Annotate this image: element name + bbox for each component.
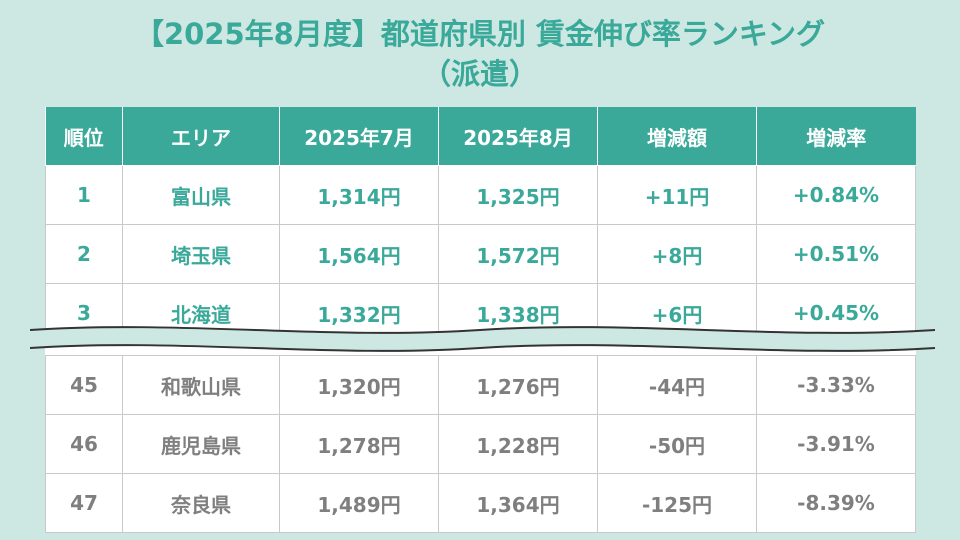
august-cell: 1,572円 xyxy=(438,224,598,284)
diff-cell: -50円 xyxy=(597,414,757,474)
table-row: 1 富山県 1,314円 1,325円 +11円 +0.84% xyxy=(45,165,916,225)
header-rank: 順位 xyxy=(45,107,123,166)
header-july: 2025年7月 xyxy=(279,107,439,166)
july-cell: 1,314円 xyxy=(279,165,439,225)
rate-cell: -3.33% xyxy=(756,355,916,415)
header-area: エリア xyxy=(122,107,280,166)
july-cell: 1,564円 xyxy=(279,224,439,284)
header-august: 2025年8月 xyxy=(438,107,598,166)
diff-cell: -125円 xyxy=(597,473,757,533)
table-header-row: 順位 エリア 2025年7月 2025年8月 増減額 増減率 xyxy=(45,107,916,166)
diff-cell: +11円 xyxy=(597,165,757,225)
diff-cell: +8円 xyxy=(597,224,757,284)
header-diff: 増減額 xyxy=(597,107,757,166)
area-cell: 富山県 xyxy=(122,165,280,225)
area-cell: 奈良県 xyxy=(122,473,280,533)
rate-cell: -8.39% xyxy=(756,473,916,533)
july-cell: 1,278円 xyxy=(279,414,439,474)
wave-line-upper xyxy=(30,326,935,334)
table-row: 2 埼玉県 1,564円 1,572円 +8円 +0.51% xyxy=(45,224,916,284)
table-row: 46 鹿児島県 1,278円 1,228円 -50円 -3.91% xyxy=(45,414,916,474)
area-cell: 埼玉県 xyxy=(122,224,280,284)
rank-cell: 45 xyxy=(45,355,123,415)
title-line-1: 【2025年8月度】都道府県別 賃金伸び率ランキング xyxy=(134,17,826,51)
rate-cell: -3.91% xyxy=(756,414,916,474)
table-row: 47 奈良県 1,489円 1,364円 -125円 -8.39% xyxy=(45,473,916,533)
area-cell: 鹿児島県 xyxy=(122,414,280,474)
header-rate: 増減率 xyxy=(756,107,916,166)
july-cell: 1,320円 xyxy=(279,355,439,415)
august-cell: 1,228円 xyxy=(438,414,598,474)
title-line-2: （派遣） xyxy=(421,57,538,91)
table-row: 45 和歌山県 1,320円 1,276円 -44円 -3.33% xyxy=(45,355,916,415)
rate-cell: +0.51% xyxy=(756,224,916,284)
area-cell: 和歌山県 xyxy=(122,355,280,415)
rank-cell: 47 xyxy=(45,473,123,533)
rate-cell: +0.84% xyxy=(756,165,916,225)
august-cell: 1,276円 xyxy=(438,355,598,415)
rank-cell: 2 xyxy=(45,224,123,284)
august-cell: 1,325円 xyxy=(438,165,598,225)
rank-cell: 1 xyxy=(45,165,123,225)
omission-wave-divider xyxy=(30,326,935,352)
wave-band xyxy=(30,327,935,351)
wave-line-lower xyxy=(30,344,935,352)
july-cell: 1,489円 xyxy=(279,473,439,533)
page-title: 【2025年8月度】都道府県別 賃金伸び率ランキング （派遣） xyxy=(0,14,960,94)
august-cell: 1,364円 xyxy=(438,473,598,533)
diff-cell: -44円 xyxy=(597,355,757,415)
rank-cell: 46 xyxy=(45,414,123,474)
